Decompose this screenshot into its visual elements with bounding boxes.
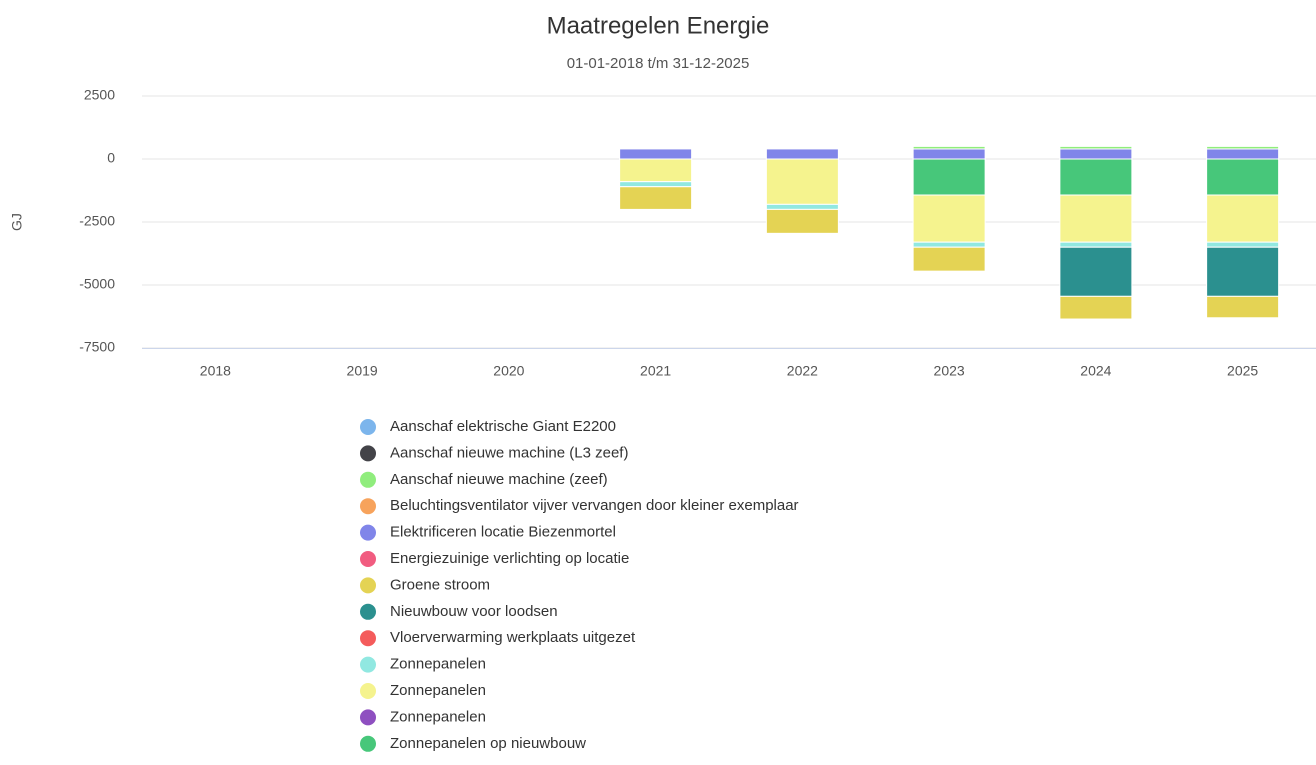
legend-label[interactable]: Groene stroom — [390, 576, 490, 593]
legend-marker[interactable] — [360, 551, 376, 567]
y-tick-label: -7500 — [79, 339, 115, 355]
x-tick-label: 2024 — [1080, 363, 1111, 379]
bar — [912, 246, 986, 272]
bar — [1059, 145, 1133, 150]
bar — [912, 241, 986, 248]
bar — [1059, 246, 1133, 297]
y-tick-label: -2500 — [79, 213, 115, 229]
legend-label[interactable]: Aanschaf nieuwe machine (zeef) — [390, 471, 608, 488]
bar — [1059, 241, 1133, 248]
chart-title: Maatregelen Energie — [547, 12, 770, 39]
bar — [1206, 158, 1280, 196]
y-tick-label: 2500 — [84, 87, 115, 103]
x-tick-label: 2020 — [493, 363, 524, 379]
legend-marker[interactable] — [360, 524, 376, 541]
y-tick-label: 0 — [107, 150, 115, 166]
y-tick-label: -5000 — [79, 276, 115, 292]
legend-marker[interactable] — [360, 683, 376, 699]
bar — [912, 148, 986, 160]
bar — [619, 158, 693, 183]
legend-marker[interactable] — [360, 656, 376, 673]
legend-label[interactable]: Elektrificeren locatie Biezenmortel — [390, 524, 616, 541]
legend-label[interactable]: Aanschaf elektrische Giant E2200 — [390, 418, 616, 435]
bar — [1206, 295, 1280, 319]
legend-marker[interactable] — [360, 445, 376, 462]
bar — [1206, 145, 1280, 150]
legend-marker[interactable] — [360, 419, 376, 435]
bar — [765, 158, 839, 205]
bar — [912, 194, 986, 243]
x-tick-label: 2025 — [1227, 363, 1258, 379]
bar — [1206, 241, 1280, 248]
bar — [1059, 295, 1133, 320]
legend-label[interactable]: Energiezuinige verlichting op locatie — [390, 550, 629, 567]
legend-label[interactable]: Beluchtingsventilator vijver vervangen d… — [390, 497, 799, 514]
legend-marker[interactable] — [360, 630, 376, 647]
legend-marker[interactable] — [360, 498, 376, 515]
legend-label[interactable]: Vloerverwarming werkplaats uitgezet — [390, 629, 636, 646]
bar — [912, 145, 986, 150]
bar — [1059, 158, 1133, 196]
bar — [1206, 246, 1280, 297]
x-tick-label: 2023 — [934, 363, 965, 379]
bar — [765, 148, 839, 160]
bar — [765, 203, 839, 210]
x-tick-label: 2022 — [787, 363, 818, 379]
legend-marker[interactable] — [360, 471, 376, 488]
bar — [619, 148, 693, 160]
legend-label[interactable]: Zonnepanelen — [390, 656, 486, 673]
legend-marker[interactable] — [360, 603, 376, 620]
bar — [912, 158, 986, 196]
bar — [765, 208, 839, 234]
bar — [1206, 148, 1280, 160]
legend-label[interactable]: Zonnepanelen — [390, 682, 486, 699]
x-tick-label: 2018 — [200, 363, 231, 379]
legend-label[interactable]: Aanschaf nieuwe machine (L3 zeef) — [390, 444, 628, 461]
legend-label[interactable]: Zonnepanelen — [390, 708, 486, 725]
chart-subtitle: 01-01-2018 t/m 31-12-2025 — [567, 55, 750, 72]
bar — [619, 181, 693, 188]
y-axis-title: GJ — [9, 213, 25, 231]
legend-marker[interactable] — [360, 709, 376, 726]
legend-label[interactable]: Nieuwbouw voor loodsen — [390, 603, 558, 620]
x-tick-label: 2021 — [640, 363, 671, 379]
bar — [619, 186, 693, 210]
legend-label[interactable]: Zonnepanelen op nieuwbouw — [390, 735, 586, 752]
legend-marker[interactable] — [360, 577, 376, 594]
legend-marker[interactable] — [360, 735, 376, 752]
bar — [1059, 148, 1133, 160]
x-tick-label: 2019 — [347, 363, 378, 379]
bar — [1206, 194, 1280, 243]
bar — [1059, 194, 1133, 243]
